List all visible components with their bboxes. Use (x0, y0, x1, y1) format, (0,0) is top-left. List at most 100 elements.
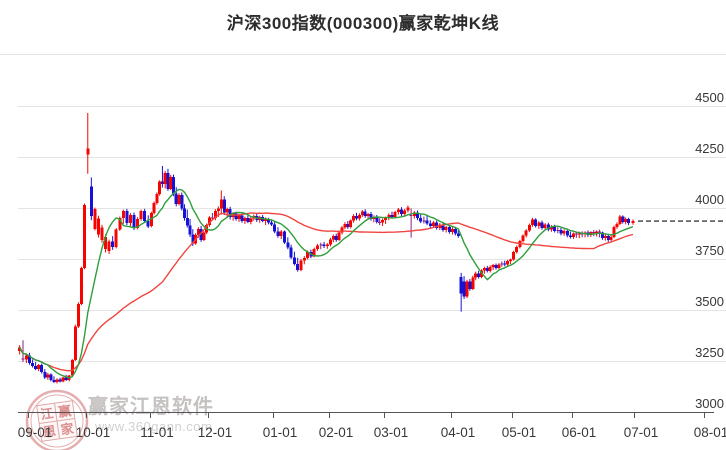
y-axis-label: 3500 (695, 294, 724, 309)
candlestick-body-down (58, 379, 62, 382)
candlestick-body-down (553, 226, 557, 231)
candlestick-body-up (431, 222, 435, 226)
watermark-url-text: www.360gann.com (95, 419, 213, 434)
candlestick-body-up (264, 219, 268, 222)
candlestick-body-down (296, 263, 300, 271)
ma-short-line (19, 188, 634, 379)
candlestick-body-up (357, 214, 361, 219)
candlestick-body-up (497, 264, 501, 268)
candlestick-body-up (406, 207, 410, 211)
candlestick-body-up (618, 216, 622, 224)
title-divider (0, 54, 726, 55)
candlestick-body-up (158, 181, 162, 195)
candlestick-body-up (73, 326, 77, 360)
candlestick-body-down (171, 176, 175, 194)
candlestick-body-down (375, 216, 379, 222)
seal-char: 赢 (57, 403, 72, 420)
candlestick-body-down (428, 223, 432, 226)
candlestick-body-down (143, 211, 147, 222)
candlestick-body-up (18, 347, 22, 351)
candlestick-body-down (334, 236, 338, 241)
y-axis-label: 3750 (695, 243, 724, 258)
candlestick-body-up (403, 210, 407, 215)
candlestick-body-down (453, 228, 457, 234)
candlestick-body-up (86, 148, 90, 155)
candlestick-body-down (435, 222, 439, 228)
candlestick-body-up (531, 219, 535, 226)
x-axis-label: 02-01 (319, 425, 354, 440)
candlestick-body-down (43, 372, 47, 378)
candlestick-body-down (49, 374, 53, 380)
candlestick-body-up (328, 239, 332, 245)
candlestick-body-down (28, 355, 32, 364)
candlestick-body-down (494, 265, 498, 268)
candlestick-body-up (474, 273, 478, 278)
candlestick-body-down (425, 220, 429, 224)
candlestick-body-down (289, 247, 293, 258)
candlestick-body-up (381, 220, 385, 223)
candlestick-body-up (577, 233, 581, 235)
candlestick-body-down (503, 263, 507, 265)
candlestick-body-up (177, 194, 181, 204)
candlestick-body-down (477, 273, 481, 277)
candlestick-body-up (612, 227, 616, 237)
candlestick-body-up (55, 379, 59, 382)
x-axis-label: 08-01 (694, 425, 726, 440)
candlestick-body-up (79, 268, 83, 304)
candlestick-body-up (512, 252, 516, 260)
candlestick-body-up (100, 227, 104, 241)
candlestick-body-up (213, 210, 217, 219)
candlestick-body-up (595, 231, 599, 233)
candlestick-body-up (524, 230, 528, 236)
candlestick-body-flat (592, 232, 596, 234)
candlestick-body-down (441, 224, 445, 231)
candlestick-body-down (606, 236, 610, 241)
candlestick-body-down (199, 228, 203, 240)
candlestick-body-up (302, 257, 306, 261)
candlestick-body-down (559, 230, 563, 234)
candlestick-body-up (352, 215, 356, 221)
candlestick-body-down (292, 257, 296, 264)
candlestick-body-up (169, 176, 173, 189)
candlestick-body-up (488, 266, 492, 272)
candlestick-body-up (249, 218, 253, 222)
candlestick-body-down (416, 212, 419, 219)
candlestick-body-down (534, 219, 538, 226)
candlestick-body-flat (574, 233, 578, 235)
candlestick-body-up (70, 359, 74, 376)
y-axis-label: 4500 (695, 90, 724, 105)
candlestick-body-down (234, 213, 238, 220)
candlestick-body-down (246, 217, 250, 222)
candlestick-body-up (118, 218, 122, 230)
candlestick-body-up (82, 204, 86, 269)
candlestick-body-up (202, 232, 206, 240)
candlestick-body-up (136, 219, 140, 228)
candlestick-body-up (571, 233, 575, 237)
candlestick-body-up (46, 374, 50, 378)
candlestick-body-down (276, 231, 280, 237)
candlestick-body-down (400, 209, 404, 215)
candlestick-body-down (185, 218, 189, 226)
candlestick-body-up (139, 211, 143, 220)
candlestick-body-down (546, 224, 550, 230)
candlestick-body-down (228, 209, 232, 217)
page-title: 沪深300指数(000300)赢家乾坤K线 (226, 14, 500, 33)
candlestick-body-down (621, 216, 625, 222)
candlestick-body-down (369, 214, 373, 220)
candlestick-body-up (603, 236, 607, 239)
candlestick-body-down (64, 377, 68, 380)
candlestick-body-up (509, 259, 513, 262)
candlestick-body-up (149, 212, 153, 226)
candlestick-body-up (163, 172, 167, 184)
candlestick-body-up (37, 365, 41, 369)
candlestick-body-up (506, 261, 510, 265)
candlestick-body-down (565, 230, 569, 236)
seal-char: 江 (39, 406, 54, 423)
candlestick-body-up (337, 232, 341, 241)
x-axis-label: 10-01 (76, 425, 111, 440)
candlestick-body-up (207, 217, 211, 226)
candlestick-body-up (331, 236, 335, 240)
ma-long-line (19, 212, 634, 372)
candlestick-body-down (52, 379, 56, 382)
candlestick-body-up (216, 208, 220, 211)
